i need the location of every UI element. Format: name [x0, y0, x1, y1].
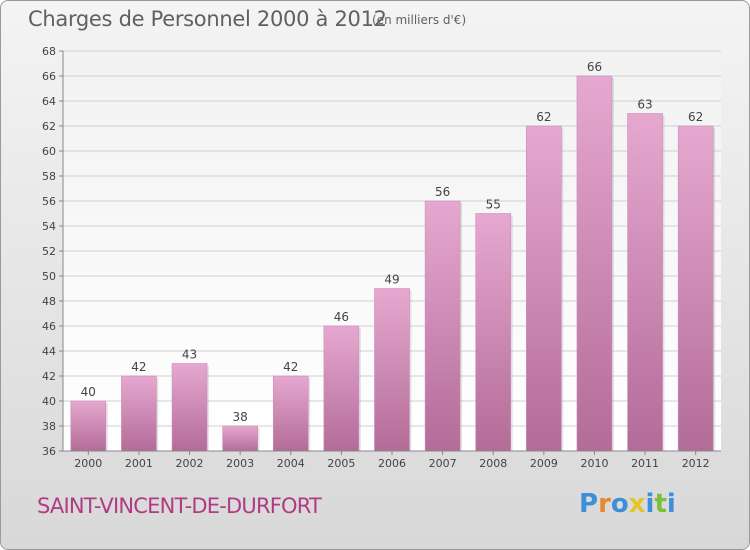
y-tick-label: 44 [42, 345, 56, 358]
data-label: 40 [81, 385, 96, 399]
bar [526, 125, 562, 452]
bar [121, 375, 157, 452]
data-label: 49 [384, 273, 399, 287]
proxiti-logo: Proxiti [579, 489, 676, 519]
x-tick-label: 2007 [429, 457, 457, 470]
y-tick-label: 46 [42, 320, 56, 333]
y-tick-label: 36 [42, 445, 56, 458]
y-tick-label: 60 [42, 145, 56, 158]
y-tick-label: 40 [42, 395, 56, 408]
logo-letter: r [598, 489, 611, 519]
x-tick-label: 2012 [682, 457, 710, 470]
x-tick-label: 2002 [176, 457, 204, 470]
y-tick-label: 58 [42, 170, 56, 183]
data-label: 42 [131, 360, 146, 374]
x-tick-label: 2005 [327, 457, 355, 470]
y-tick-label: 56 [42, 195, 56, 208]
y-tick-label: 42 [42, 370, 56, 383]
data-label: 43 [182, 348, 197, 362]
x-tick-label: 2006 [378, 457, 406, 470]
y-tick-label: 54 [42, 220, 56, 233]
data-label: 42 [283, 360, 298, 374]
data-label: 63 [637, 98, 652, 112]
bar [677, 125, 714, 452]
x-tick-label: 2011 [631, 457, 659, 470]
y-tick-label: 68 [42, 45, 56, 58]
logo-letter: P [579, 489, 599, 519]
y-tick-label: 64 [42, 95, 56, 108]
y-tick-label: 52 [42, 245, 56, 258]
bar [70, 400, 107, 452]
x-tick-label: 2000 [74, 457, 102, 470]
y-tick-label: 48 [42, 295, 56, 308]
data-label: 46 [334, 310, 349, 324]
x-tick-label: 2010 [580, 457, 608, 470]
data-label: 66 [587, 60, 602, 74]
data-label: 62 [536, 110, 551, 124]
bar [424, 200, 461, 452]
chart-title: Charges de Personnel 2000 à 2012 [28, 7, 387, 31]
x-tick-label: 2001 [125, 457, 153, 470]
logo-letter: o [610, 489, 629, 519]
bar [323, 325, 360, 452]
logo-letter: t [654, 489, 667, 519]
bar [171, 363, 208, 452]
bar [272, 375, 309, 452]
y-tick-label: 62 [42, 120, 56, 133]
y-tick-label: 50 [42, 270, 56, 283]
bar [627, 113, 663, 452]
data-label: 56 [435, 185, 450, 199]
x-tick-label: 2009 [530, 457, 558, 470]
logo-letter: x [628, 489, 646, 519]
data-label: 55 [486, 198, 501, 212]
bar [475, 213, 512, 452]
data-label: 38 [233, 410, 248, 424]
place-name: SAINT-VINCENT-DE-DURFORT [37, 494, 322, 518]
chart-subtitle: (en milliers d'€) [372, 13, 467, 27]
bar [222, 425, 258, 452]
y-tick-label: 66 [42, 70, 56, 83]
bar [576, 75, 613, 452]
data-label: 62 [688, 110, 703, 124]
y-tick-label: 38 [42, 420, 56, 433]
bar [374, 288, 410, 452]
logo-letter: i [645, 489, 655, 519]
x-tick-label: 2008 [479, 457, 507, 470]
logo-letter: i [666, 489, 676, 519]
x-tick-label: 2003 [226, 457, 254, 470]
x-tick-label: 2004 [277, 457, 305, 470]
